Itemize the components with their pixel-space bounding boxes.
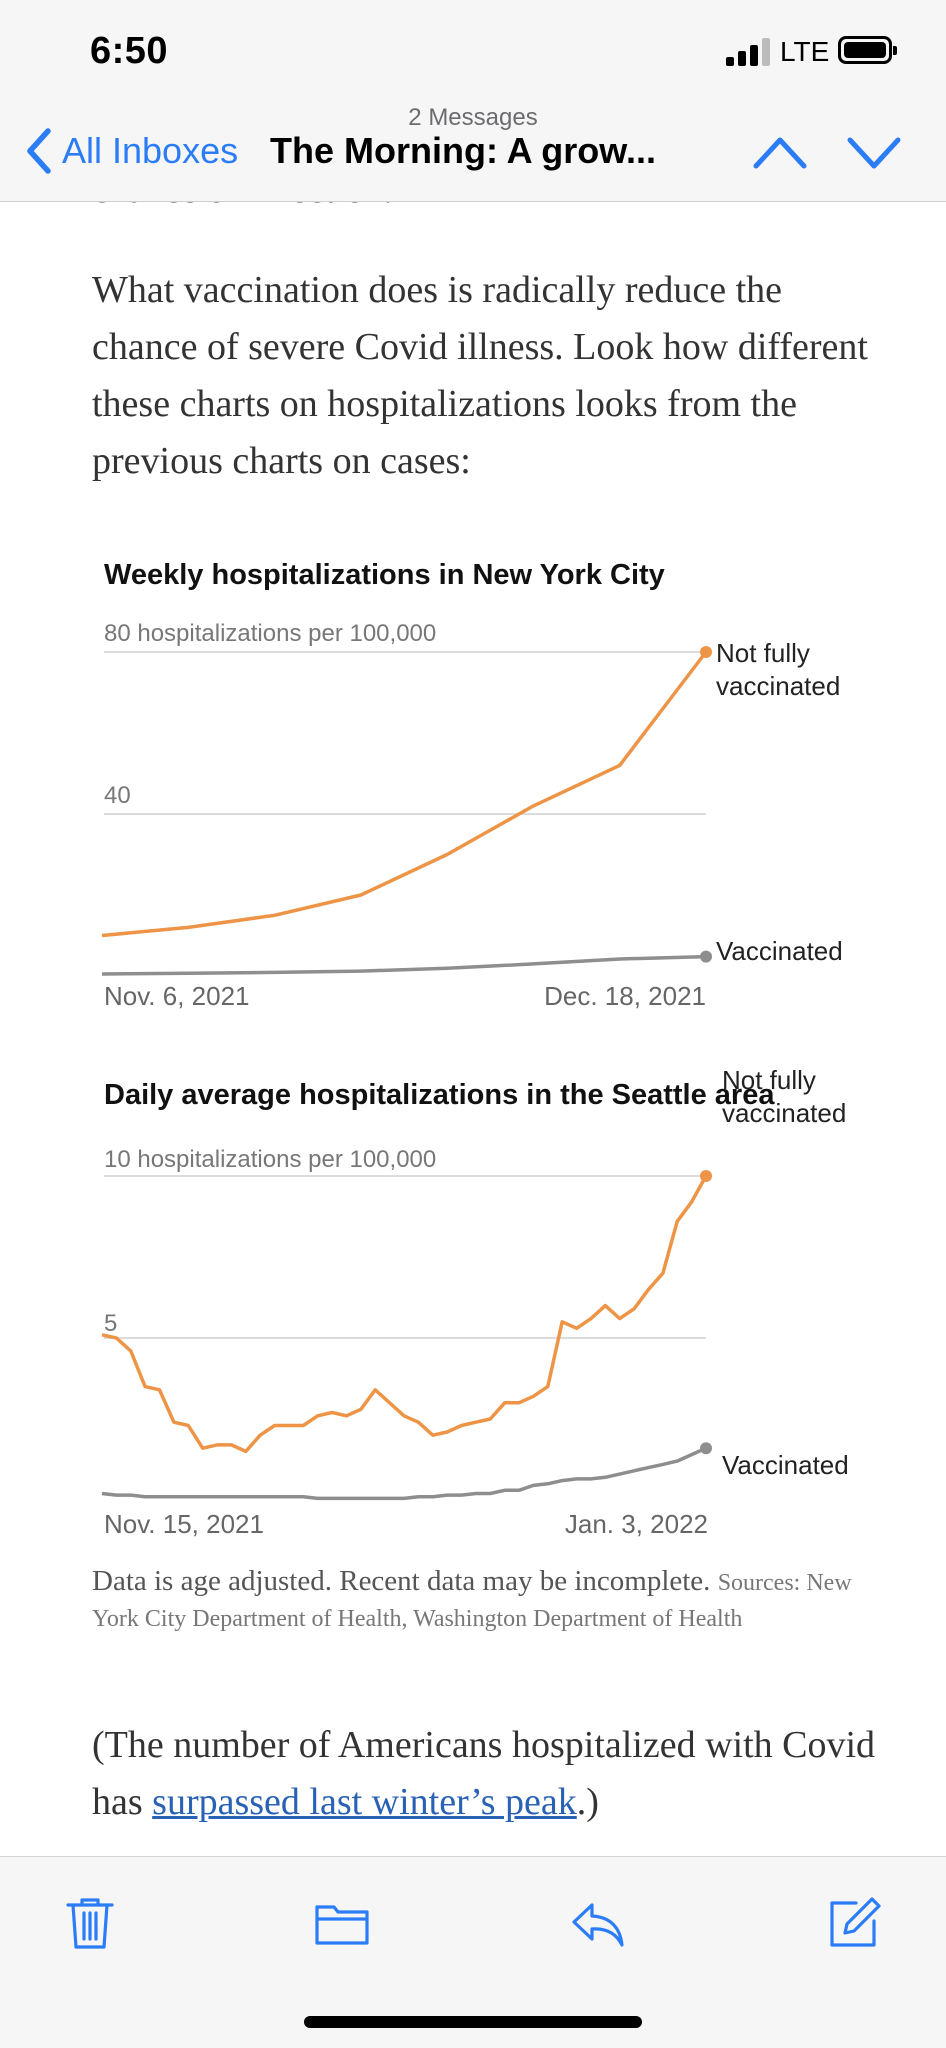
series-line-not-fully-vaccinated <box>101 1175 708 1454</box>
paragraph-text: (The number of Americans hospitalized wi… <box>92 1724 876 1823</box>
reply-icon[interactable] <box>570 1895 626 1951</box>
chart-title: Weekly hospitalizations in New York City <box>104 559 665 591</box>
nav-bar: 2 Messages All Inboxes The Morning: A gr… <box>0 100 946 202</box>
network-type: LTE <box>780 36 830 67</box>
y-tick-top: 80 hospitalizations per 100,000 <box>104 620 436 647</box>
status-time: 6:50 <box>90 30 169 72</box>
series-label-vaccinated: Vaccinated <box>722 1450 849 1480</box>
compose-icon[interactable] <box>826 1895 882 1951</box>
series-label-vaccinated: Vaccinated <box>716 936 843 966</box>
chart-sources: Sources: New York City Department of Hea… <box>92 1570 852 1632</box>
chevron-up-icon[interactable] <box>752 130 808 174</box>
x-tick-end: Jan. 3, 2022 <box>565 1509 708 1539</box>
chart-title: Daily average hospitalizations in the Se… <box>104 1079 775 1111</box>
paragraph-text-end: .) <box>576 1781 599 1823</box>
surpassed-link[interactable]: surpassed last winter’s peak <box>152 1781 577 1823</box>
x-tick-start: Nov. 6, 2021 <box>104 981 250 1011</box>
article-paragraph: What vaccination does is radically reduc… <box>92 269 868 482</box>
chart-note-text: Data is age adjusted. Recent data may be… <box>92 1565 711 1597</box>
home-indicator <box>304 2016 642 2028</box>
nyc-hospitalizations-chart: Weekly hospitalizations in New York City… <box>101 559 843 1011</box>
cellular-signal-icon <box>726 38 770 66</box>
seattle-hospitalizations-chart: Daily average hospitalizations in the Se… <box>101 1065 849 1539</box>
chevron-down-icon[interactable] <box>846 130 902 174</box>
message-body[interactable]: chance of infection. What vaccination do… <box>0 202 946 1856</box>
endpoint-vaccinated <box>700 950 712 963</box>
trash-icon[interactable] <box>62 1895 118 1951</box>
series-line-vaccinated <box>101 1446 707 1501</box>
x-tick-end: Dec. 18, 2021 <box>544 981 706 1011</box>
y-tick-mid: 5 <box>104 1310 117 1337</box>
article-paragraph: (The number of Americans hospitalized wi… <box>92 1717 892 1831</box>
status-bar: 6:50 LTE <box>0 0 946 110</box>
chart-note: Data is age adjusted. Recent data may be… <box>92 1564 892 1636</box>
thread-title: The Morning: A grow... <box>270 130 656 171</box>
y-tick-mid: 40 <box>104 782 131 809</box>
endpoint-vaccinated <box>700 1442 712 1455</box>
cut-off-text: chance of infection. <box>92 202 393 212</box>
back-button[interactable]: All Inboxes <box>22 126 238 176</box>
folder-icon[interactable] <box>314 1895 370 1951</box>
chevron-left-icon <box>27 128 51 174</box>
y-tick-top: 10 hospitalizations per 100,000 <box>104 1146 436 1173</box>
series-line-not-fully-vaccinated <box>101 650 708 938</box>
message-count: 2 Messages <box>408 104 538 131</box>
back-label: All Inboxes <box>62 130 239 171</box>
endpoint-not-fully-vaccinated <box>700 1170 712 1182</box>
endpoint-not-fully-vaccinated <box>700 646 712 658</box>
series-line-vaccinated <box>101 954 707 976</box>
battery-icon <box>838 36 897 64</box>
series-label-not-fully-vaccinated: Not fully vaccinated <box>716 638 840 701</box>
x-tick-start: Nov. 15, 2021 <box>104 1509 264 1539</box>
series-label-not-fully-vaccinated: Not fully vaccinated <box>722 1065 846 1128</box>
